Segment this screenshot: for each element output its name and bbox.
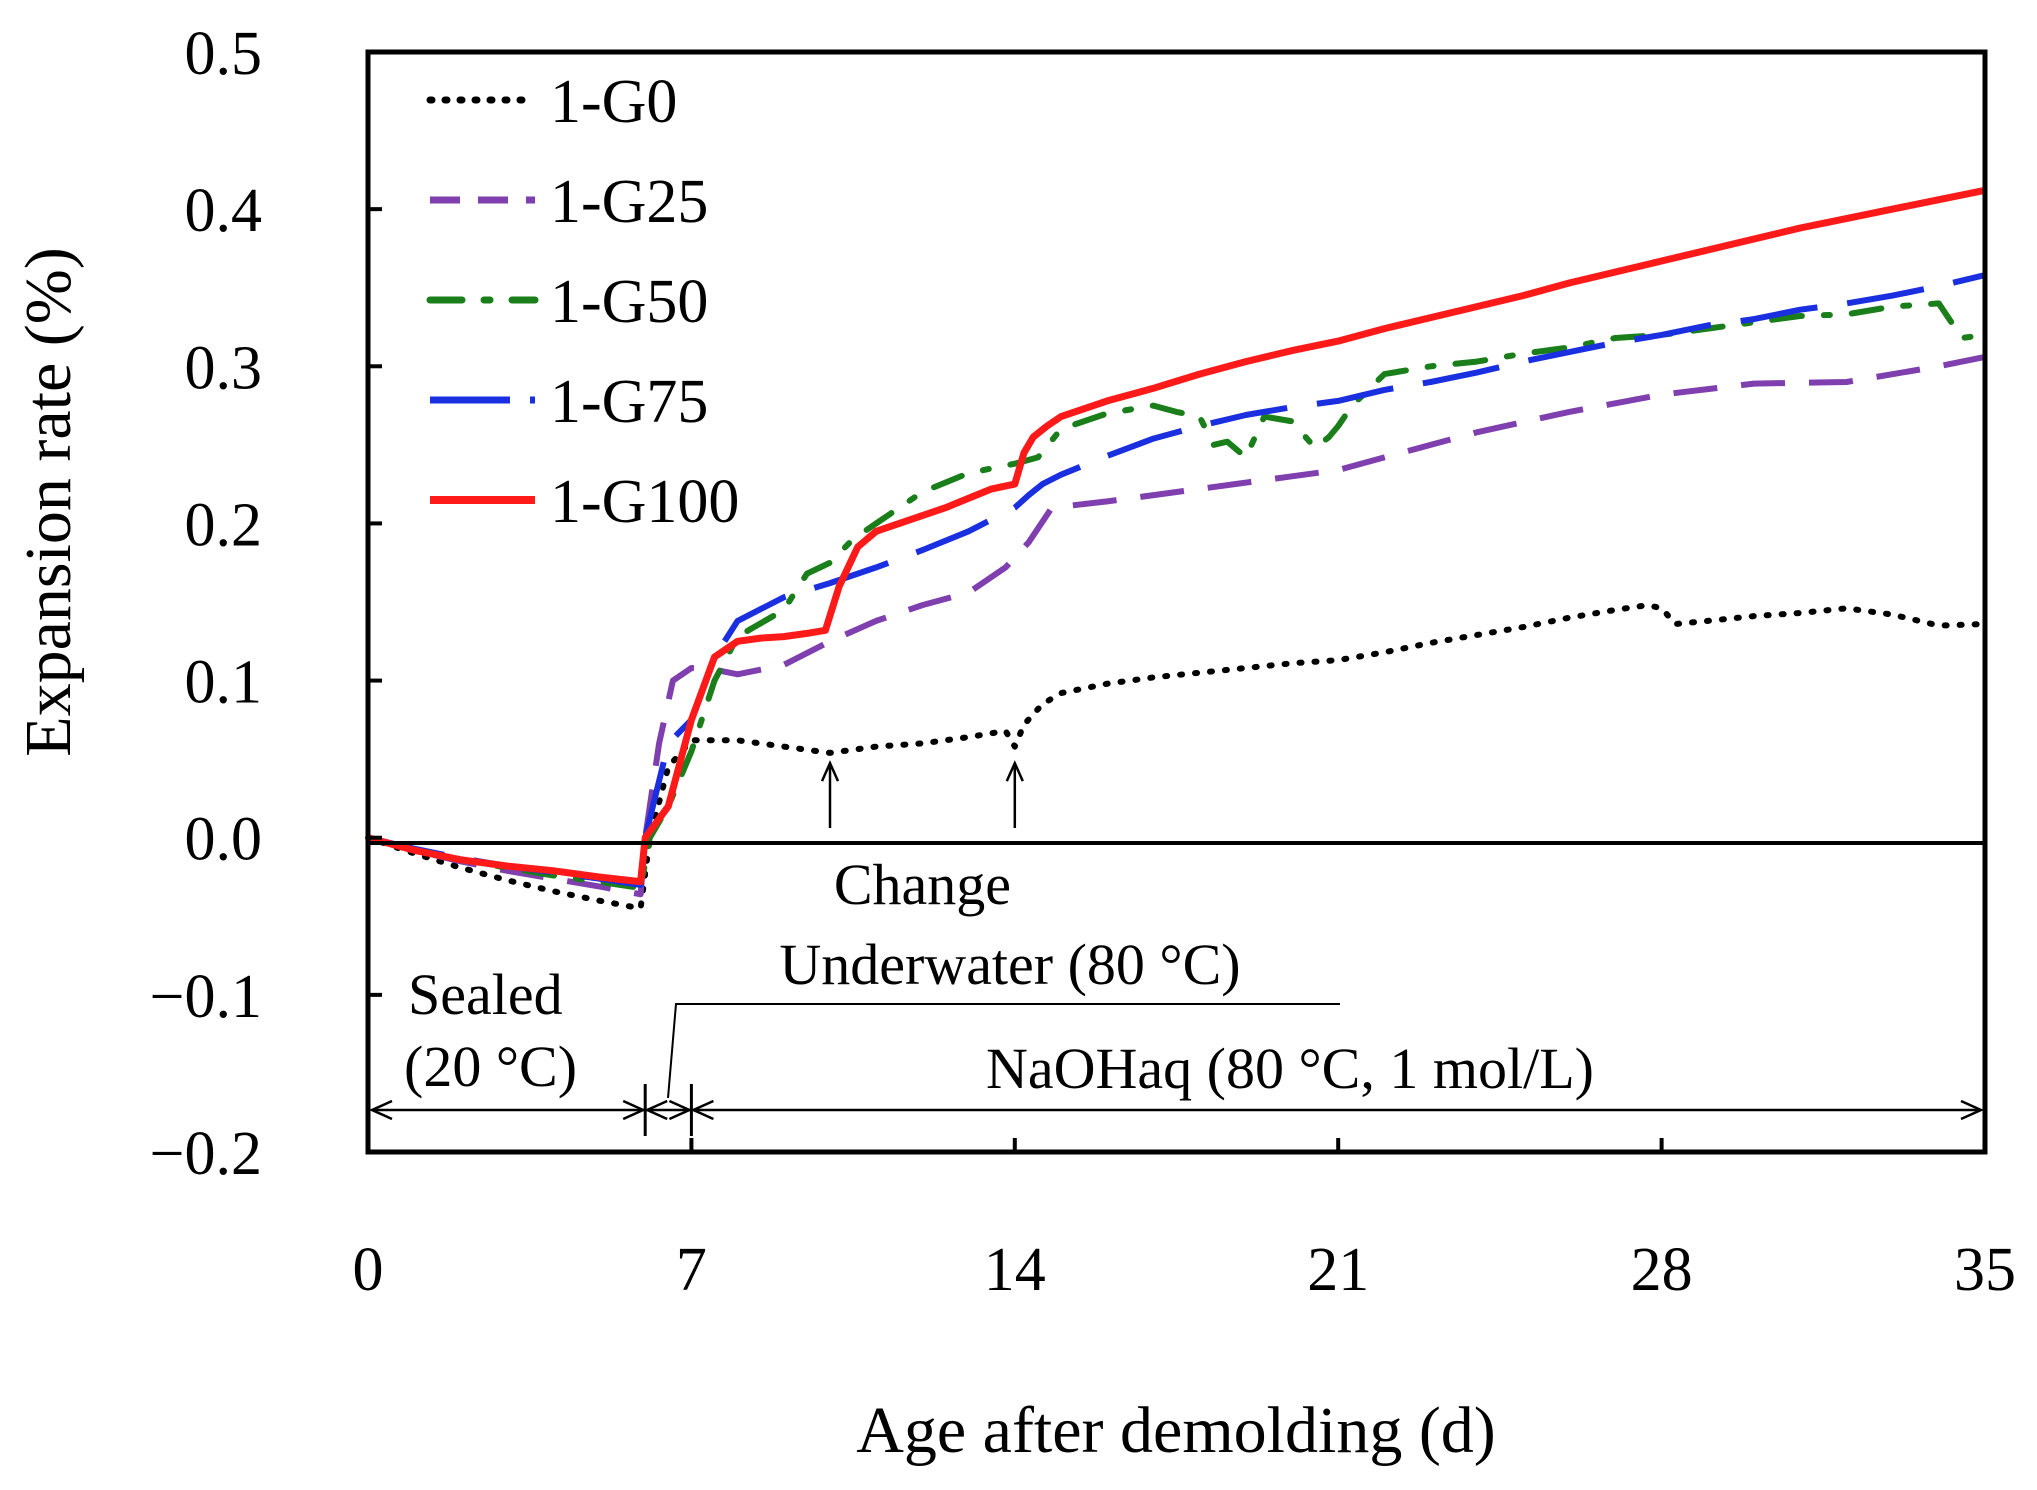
series-group — [365, 186, 1988, 912]
series-line-1-g25 — [367, 353, 1986, 898]
legend-label: 1-G50 — [550, 268, 708, 336]
phase-sealed-label: Sealed — [408, 962, 563, 1027]
legend-label: 1-G25 — [550, 168, 708, 236]
underwater-bracket — [667, 1003, 1340, 1099]
x-tick-label: 35 — [1954, 1236, 2016, 1304]
y-tick-label: 0.5 — [185, 20, 263, 88]
series-line-1-g100 — [367, 186, 1986, 886]
y-tick-label: 0.1 — [185, 649, 263, 717]
phase-arrow-head — [668, 1099, 693, 1121]
annotation-group: Change Sealed (20 °C) Underwater (80 °C) NaO… — [368, 760, 1985, 1136]
phase-arrow-head — [644, 1099, 668, 1121]
change-arrow-head — [820, 760, 840, 782]
change-label: Change — [834, 852, 1011, 917]
series-line-1-g75 — [367, 272, 1986, 888]
x-tick-label: 14 — [984, 1236, 1046, 1304]
phase-underwater-label: Underwater (80 °C) — [779, 932, 1240, 997]
change-arrow-head — [1005, 760, 1024, 782]
x-tick-label: 0 — [353, 1236, 384, 1304]
phase-arrow-head — [622, 1099, 647, 1121]
y-tick-label: 0.3 — [185, 334, 263, 402]
x-tick-label: 28 — [1631, 1236, 1693, 1304]
y-tick-label: 0.2 — [185, 491, 263, 559]
y-tick-label: 0.0 — [185, 806, 263, 874]
y-tick-label: 0.4 — [185, 177, 263, 245]
phase-sealed-temp-label: (20 °C) — [404, 1034, 577, 1099]
series-line-1-g0 — [365, 602, 1988, 912]
phase-arrow-head — [690, 1099, 714, 1121]
y-axis-label: Expansion rate (%) — [12, 247, 85, 756]
x-axis-label: Age after demolding (d) — [856, 1394, 1496, 1467]
legend-label: 1-G0 — [550, 68, 677, 136]
plot-frame — [365, 49, 1988, 1155]
phase-naoh-label: NaOHaq (80 °C, 1 mol/L) — [986, 1036, 1594, 1101]
y-tick-label: −0.1 — [150, 963, 262, 1031]
axes-group: 0 7 14 21 28 35 −0.2 −0.1 0.0 0.1 0.2 0.3 0.4 0.5 — [150, 20, 2016, 1304]
legend-label: 1-G75 — [550, 368, 708, 436]
legend-label: 1-G100 — [550, 468, 739, 536]
x-tick-label: 7 — [676, 1236, 707, 1304]
x-tick-label: 21 — [1307, 1236, 1369, 1304]
legend: 1-G0 1-G25 1-G50 1-G75 1-G100 — [426, 68, 739, 536]
phase-arrow-head — [1960, 1099, 1985, 1121]
phase-arrow-head — [368, 1099, 393, 1121]
y-tick-label: −0.2 — [150, 1120, 262, 1188]
